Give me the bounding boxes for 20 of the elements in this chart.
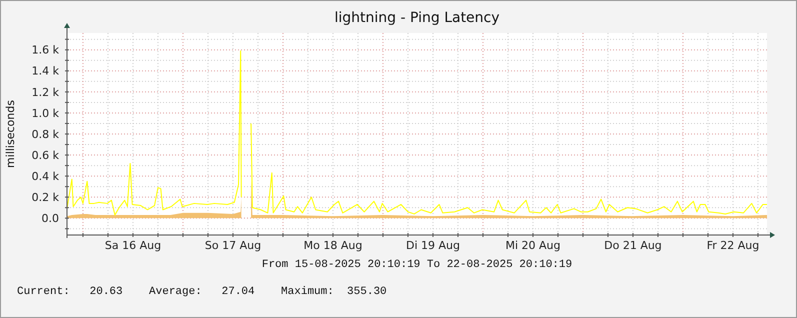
y-tick-label: 0.0 — [42, 212, 59, 226]
x-tick-label: So 17 Aug — [204, 239, 262, 252]
text: From 15-08-2025 20:10:19 To 22-08-2025 20:10:19 — [262, 259, 572, 271]
y-tick-label: 0.8 k — [32, 128, 60, 141]
chart-title: lightning - Ping Latency — [334, 10, 500, 26]
x-tick-label: Di 19 Aug — [406, 239, 460, 252]
y-tick-label: 0.6 k — [32, 148, 60, 162]
x-tick-label: Fr 22 Aug — [706, 239, 760, 252]
text: Current: 20.63 Average: 27.04 Maximum: 355.30 — [17, 286, 387, 298]
y-tick-label: 0.2 k — [32, 190, 60, 204]
y-tick-label: 1.0 k — [32, 106, 60, 120]
x-tick-label: Mo 18 Aug — [304, 239, 362, 252]
x-tick-label: Do 21 Aug — [604, 239, 662, 252]
x-tick-label: Mi 20 Aug — [505, 239, 560, 252]
y-tick-label: 0.4 k — [32, 170, 60, 183]
y-tick-label: 1.6 k — [32, 44, 60, 57]
y-tick-label: 1.4 k — [32, 64, 60, 78]
y-axis-title: milliseconds — [4, 100, 17, 168]
y-tick-label: 1.2 k — [32, 86, 60, 99]
x-tick-label: Sa 16 Aug — [104, 239, 162, 252]
